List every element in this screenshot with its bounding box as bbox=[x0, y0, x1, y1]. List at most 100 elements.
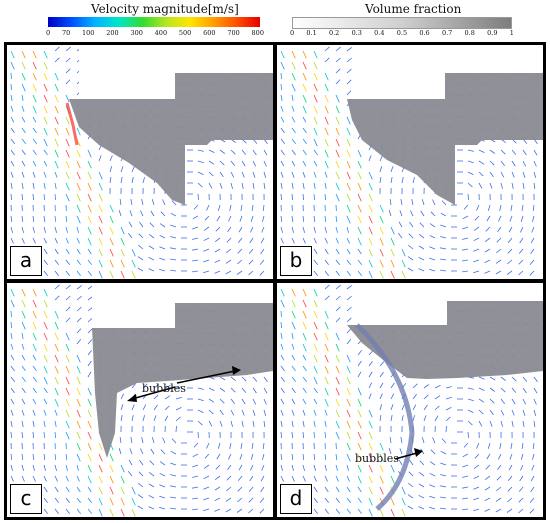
velocity-vector bbox=[335, 475, 339, 482]
velocity-vector bbox=[87, 453, 92, 462]
velocity-vector bbox=[32, 321, 37, 330]
velocity-vector bbox=[324, 497, 330, 503]
velocity-vector bbox=[302, 138, 308, 144]
velocity-vector bbox=[379, 404, 383, 411]
velocity-vector bbox=[368, 508, 373, 517]
velocity-vector bbox=[390, 475, 395, 484]
velocity-vector bbox=[407, 256, 414, 261]
velocity-vector bbox=[511, 149, 517, 155]
velocity-vector bbox=[291, 354, 296, 361]
velocity-vector bbox=[440, 236, 447, 239]
tick: 400 bbox=[154, 29, 168, 37]
velocity-vector bbox=[164, 405, 170, 411]
velocity-vector bbox=[32, 171, 36, 178]
velocity-vector bbox=[43, 365, 48, 374]
velocity-vector bbox=[280, 453, 283, 460]
velocity-vector bbox=[43, 61, 48, 70]
velocity-vector bbox=[175, 407, 182, 411]
velocity-vector bbox=[54, 321, 59, 330]
velocity-vector bbox=[76, 420, 81, 429]
velocity-vector bbox=[238, 226, 243, 233]
velocity-vector bbox=[21, 464, 24, 471]
velocity-vector bbox=[467, 160, 474, 164]
velocity-vector bbox=[346, 475, 350, 482]
velocity-vector bbox=[420, 210, 425, 217]
velocity-vector bbox=[54, 57, 60, 63]
velocity-vector bbox=[131, 248, 136, 257]
velocity-vector bbox=[226, 475, 232, 481]
velocity-vector bbox=[98, 204, 103, 213]
velocity-vector bbox=[87, 339, 93, 345]
velocity-vector bbox=[280, 376, 286, 382]
velocity-vector bbox=[379, 486, 384, 495]
velocity-vector bbox=[241, 160, 246, 167]
velocity-vector bbox=[65, 138, 70, 147]
velocity-vector bbox=[280, 354, 285, 361]
velocity-vector bbox=[251, 442, 254, 449]
velocity-vector bbox=[120, 497, 125, 506]
velocity-vector bbox=[109, 226, 114, 235]
velocity-vector bbox=[462, 475, 469, 478]
velocity-vector bbox=[98, 508, 103, 517]
velocity-vector bbox=[346, 226, 349, 233]
velocity-vector bbox=[10, 160, 15, 167]
velocity-vector bbox=[302, 387, 307, 394]
velocity-vector bbox=[208, 171, 214, 177]
velocity-vector bbox=[149, 222, 155, 228]
velocity-vector bbox=[497, 226, 502, 233]
velocity-vector bbox=[32, 149, 37, 156]
velocity-vector bbox=[335, 497, 341, 503]
velocity-vector bbox=[508, 226, 513, 233]
velocity-vector bbox=[109, 486, 114, 495]
velocity-vector bbox=[302, 215, 305, 222]
velocity-vector bbox=[87, 409, 92, 418]
velocity-vector bbox=[32, 105, 37, 114]
velocity-vector bbox=[388, 448, 392, 455]
velocity-vector bbox=[302, 365, 307, 372]
velocity-vector bbox=[250, 453, 254, 460]
velocity-vector bbox=[368, 393, 372, 400]
velocity-vector bbox=[291, 409, 295, 416]
velocity-vector bbox=[280, 365, 285, 372]
velocity-vector bbox=[510, 442, 513, 449]
velocity-vector bbox=[43, 259, 49, 265]
velocity-vector bbox=[109, 155, 113, 162]
velocity-vector bbox=[484, 475, 491, 481]
velocity-vector bbox=[87, 431, 92, 440]
velocity-vector bbox=[10, 354, 15, 361]
velocity-vector bbox=[87, 237, 92, 246]
velocity-vector bbox=[429, 484, 436, 488]
arrow-head bbox=[127, 394, 137, 402]
velocity-vector bbox=[148, 494, 155, 499]
velocity-vector bbox=[478, 182, 483, 189]
velocity-vector bbox=[160, 449, 166, 455]
velocity-vector bbox=[533, 398, 537, 405]
velocity-vector bbox=[197, 149, 204, 152]
velocity-vector bbox=[302, 105, 307, 114]
velocity-vector bbox=[335, 57, 341, 63]
velocity-vector bbox=[54, 376, 59, 385]
velocity-vector bbox=[313, 72, 318, 81]
velocity-vector bbox=[346, 508, 352, 515]
velocity-vector bbox=[21, 50, 26, 59]
velocity-vector bbox=[389, 437, 392, 444]
velocity-vector bbox=[522, 387, 527, 394]
velocity-vector bbox=[400, 199, 403, 206]
velocity-vector bbox=[76, 182, 81, 191]
velocity-vector bbox=[489, 182, 493, 189]
velocity-vector bbox=[368, 215, 373, 224]
velocity-vector bbox=[280, 464, 283, 471]
velocity-vector bbox=[263, 398, 267, 405]
velocity-vector bbox=[43, 453, 46, 460]
velocity-vector bbox=[302, 409, 306, 416]
velocity-vector bbox=[412, 383, 418, 389]
velocity-vector bbox=[530, 248, 535, 255]
panel-d: bubbles d bbox=[274, 280, 546, 520]
velocity-vector bbox=[390, 226, 395, 235]
velocity-vector bbox=[313, 237, 317, 244]
velocity-vector bbox=[324, 387, 329, 396]
velocity-vector bbox=[407, 494, 414, 499]
velocity-vector bbox=[302, 464, 305, 471]
velocity-vector bbox=[467, 193, 469, 201]
velocity-vector bbox=[390, 415, 393, 422]
